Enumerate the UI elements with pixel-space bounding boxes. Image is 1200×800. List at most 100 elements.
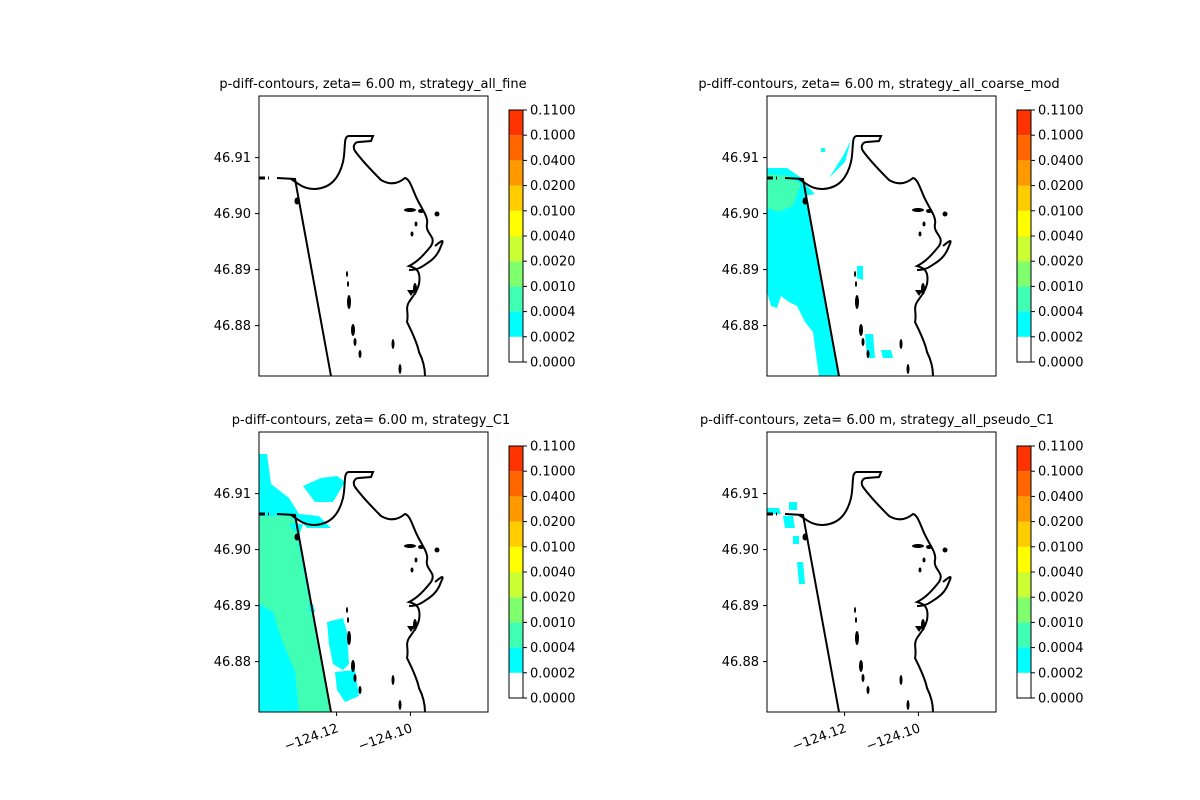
colorbar-tick-label: 0.0004 <box>1038 305 1084 320</box>
colorbar-segment <box>1017 286 1031 312</box>
colorbar-tick-label: 0.0100 <box>1038 540 1084 555</box>
colorbar-tick-label: 0.0200 <box>530 179 576 194</box>
colorbar-tick-label: 0.1100 <box>1038 104 1084 119</box>
colorbar-tick-label: 0.0020 <box>530 591 576 606</box>
colorbar-segment <box>509 286 523 312</box>
colorbar-tick-label: 0.1000 <box>530 465 576 480</box>
colorbar-segment <box>1017 496 1031 522</box>
colorbar-tick-label: 0.0040 <box>1038 566 1084 581</box>
colorbar-tick-label: 0.0400 <box>1038 154 1084 169</box>
colorbar-segment <box>509 446 523 472</box>
colorbar-segment <box>1017 210 1031 236</box>
panel-strategy-c1: p-diff-contours, zeta= 6.00 m, strategy_… <box>214 413 576 755</box>
colorbar-tick-label: 0.0004 <box>1038 641 1084 656</box>
panel-strategy-all-fine: p-diff-contours, zeta= 6.00 m, strategy_… <box>214 77 576 378</box>
colorbar-tick-label: 0.0400 <box>530 490 576 505</box>
colorbar-tick-label: 0.0200 <box>1038 179 1084 194</box>
contour-region-0002 <box>783 516 795 528</box>
plot-frame <box>258 431 489 713</box>
colorbar-segment <box>509 572 523 598</box>
colorbar-segment <box>1017 647 1031 673</box>
y-axis: 46.91 46.90 46.89 46.88 <box>214 151 259 334</box>
colorbar-tick-label: 0.0010 <box>1038 280 1084 295</box>
plot-frame <box>258 95 489 377</box>
colorbar-segment <box>509 135 523 161</box>
colorbar-segment <box>1017 672 1031 698</box>
y-axis: 46.91 46.90 46.89 46.88 <box>722 151 767 334</box>
contour-region-0002 <box>767 168 839 376</box>
colorbar: 0.1100 0.1000 0.0400 0.0200 0.0100 0.0040 0.00… <box>1016 440 1084 707</box>
colorbar-segment <box>509 647 523 673</box>
colorbar: 0.1100 0.1000 0.0400 0.0200 0.0100 0.0040 0.00… <box>508 104 576 371</box>
colorbar-tick-label: 0.0002 <box>530 666 576 681</box>
colorbar-segment <box>509 160 523 186</box>
colorbar-tick-label: 0.0010 <box>530 616 576 631</box>
colorbar-segment <box>1017 311 1031 337</box>
colorbar-segment <box>1017 185 1031 211</box>
colorbar-segment <box>1017 521 1031 547</box>
colorbar-tick-label: 0.0020 <box>530 255 576 270</box>
contour-field <box>767 502 805 584</box>
y-tick-label: 46.91 <box>214 487 251 502</box>
colorbar-segment <box>509 672 523 698</box>
x-tick-label: −124.10 <box>356 721 414 754</box>
colorbar-segment <box>509 261 523 287</box>
colorbar-tick-label: 0.0000 <box>1038 356 1084 371</box>
colorbar-tick-label: 0.0100 <box>530 540 576 555</box>
x-axis: −124.12 −124.10 <box>791 712 923 755</box>
colorbar-tick-label: 0.0200 <box>530 515 576 530</box>
y-tick-label: 46.89 <box>722 263 759 278</box>
y-tick-label: 46.88 <box>722 655 759 670</box>
contour-field <box>259 454 359 712</box>
y-tick-label: 46.88 <box>214 319 251 334</box>
colorbar-segment <box>509 185 523 211</box>
panel-title: p-diff-contours, zeta= 6.00 m, strategy_… <box>219 77 526 92</box>
x-tick-label: −124.12 <box>283 721 341 754</box>
colorbar-tick-label: 0.0100 <box>530 204 576 219</box>
colorbar-tick-label: 0.0004 <box>530 305 576 320</box>
colorbar-tick-label: 0.1100 <box>1038 440 1084 455</box>
colorbar-segment <box>1017 336 1031 362</box>
colorbar-segment <box>509 496 523 522</box>
panel-title: p-diff-contours, zeta= 6.00 m, strategy_… <box>700 413 1054 428</box>
colorbar-segment <box>509 597 523 623</box>
contour-region-0002 <box>303 476 345 502</box>
colorbar-tick-label: 0.1000 <box>1038 129 1084 144</box>
colorbar-segment <box>509 210 523 236</box>
y-tick-label: 46.88 <box>214 655 251 670</box>
colorbar-tick-label: 0.0400 <box>530 154 576 169</box>
contour-region-0002 <box>821 148 825 152</box>
y-tick-label: 46.90 <box>214 207 251 222</box>
plot-frame <box>766 431 997 713</box>
contour-field <box>767 140 893 376</box>
panel-strategy-all-coarse-mod: p-diff-contours, zeta= 6.00 m, strategy_… <box>698 77 1084 378</box>
y-tick-label: 46.88 <box>722 319 759 334</box>
contour-region-0004 <box>767 174 801 212</box>
colorbar-tick-label: 0.0002 <box>1038 330 1084 345</box>
y-tick-label: 46.89 <box>722 599 759 614</box>
colorbar-tick-label: 0.0040 <box>530 230 576 245</box>
colorbar: 0.1100 0.1000 0.0400 0.0200 0.0100 0.0040 0.00… <box>508 440 576 707</box>
panel-title: p-diff-contours, zeta= 6.00 m, strategy_… <box>232 413 510 428</box>
coastline <box>257 134 445 378</box>
colorbar-segment <box>1017 446 1031 472</box>
colorbar-segment <box>509 236 523 262</box>
y-tick-label: 46.91 <box>214 151 251 166</box>
x-axis: −124.12 −124.10 <box>283 712 415 755</box>
colorbar-segment <box>509 521 523 547</box>
contour-region-0002 <box>865 334 875 358</box>
colorbar-tick-label: 0.0010 <box>1038 616 1084 631</box>
colorbar-tick-label: 0.1100 <box>530 104 576 119</box>
x-tick-label: −124.12 <box>791 721 849 754</box>
contour-region-0002 <box>789 502 797 510</box>
colorbar-segment <box>509 336 523 362</box>
y-axis: 46.91 46.90 46.89 46.88 <box>722 487 767 670</box>
y-axis: 46.91 46.90 46.89 46.88 <box>214 487 259 670</box>
contour-region-0002 <box>327 618 349 670</box>
colorbar-tick-label: 0.0000 <box>1038 692 1084 707</box>
contour-region-0002 <box>289 524 303 536</box>
colorbar-tick-label: 0.0040 <box>1038 230 1084 245</box>
colorbar-tick-label: 0.1000 <box>530 129 576 144</box>
colorbar-segment <box>509 622 523 648</box>
